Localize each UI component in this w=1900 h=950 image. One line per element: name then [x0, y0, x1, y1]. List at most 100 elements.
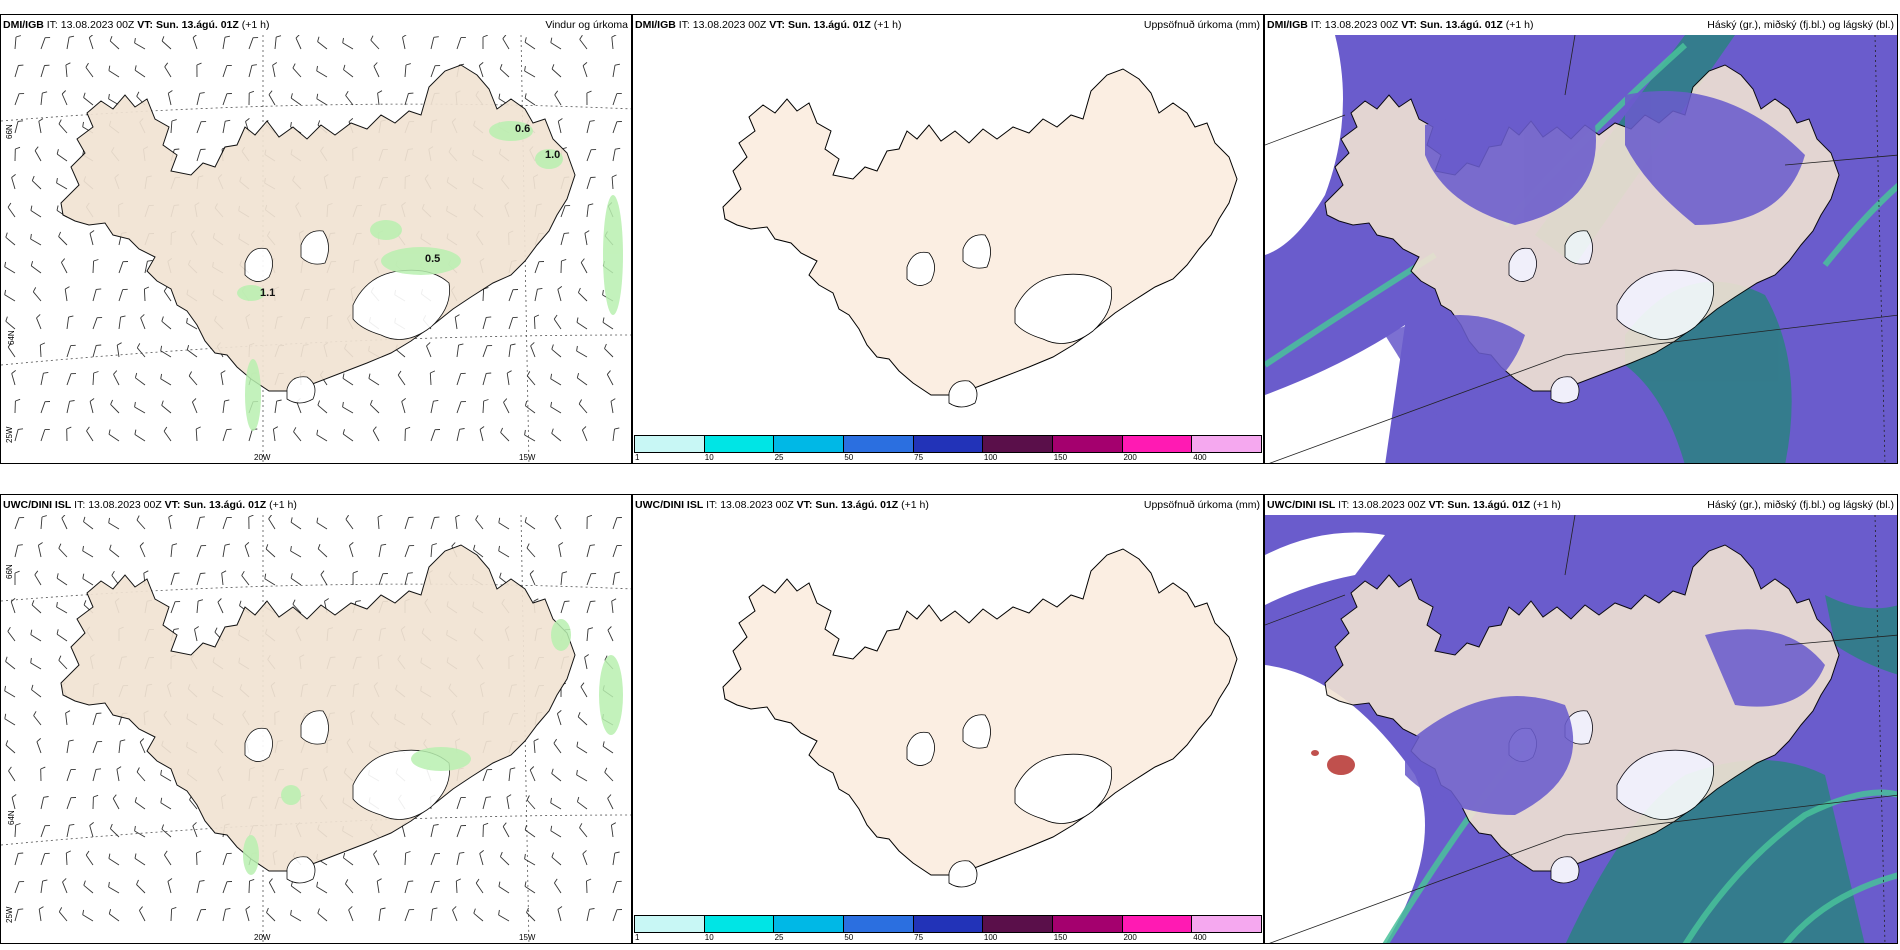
wind-barb [222, 909, 226, 922]
legend-tick-label: 1 [635, 453, 640, 462]
wind-barb-flag [15, 398, 21, 402]
wind-barb [196, 517, 201, 530]
wind-barb [529, 573, 536, 586]
wind-barb-flag [30, 233, 32, 240]
wind-barb-flag [168, 515, 173, 518]
wind-barb [557, 289, 562, 302]
wind-barb-flag [456, 878, 461, 882]
wind-barb [404, 545, 410, 558]
wind-barb-flag [116, 342, 122, 346]
wind-barb [482, 345, 488, 358]
wind-barb [189, 799, 198, 810]
wind-barb [30, 634, 42, 642]
wind-barb [37, 545, 42, 558]
wind-barb [7, 206, 16, 218]
wind-barb [558, 545, 562, 558]
wind-barb-flag [500, 427, 504, 433]
wind-barb [586, 880, 588, 894]
wind-barb-flag [604, 655, 608, 661]
wind-barb-flag [614, 571, 620, 574]
wind-barb-flag [161, 36, 165, 42]
wind-barb-flag [499, 851, 503, 857]
model-name: UWC/DINI ISL [635, 499, 704, 511]
wind-barb-flag [164, 850, 168, 856]
wind-barb [188, 375, 198, 386]
wind-barb-flag [611, 598, 617, 602]
glacier [1508, 247, 1537, 282]
wind-barb [578, 292, 588, 302]
wind-barb [317, 404, 328, 414]
low-cloud-streak [1782, 872, 1897, 943]
wind-barb [58, 123, 68, 134]
wind-barb-flag [345, 90, 349, 96]
legend-tick-label: 200 [1123, 453, 1137, 462]
wind-barb [602, 322, 614, 330]
wind-barb [377, 93, 380, 106]
wind-barb [118, 317, 122, 330]
wind-barb-flag [66, 850, 71, 854]
accum-precip-map [722, 548, 1238, 888]
wind-barb-flag [11, 174, 16, 178]
wind-barb-flag [524, 400, 528, 406]
wind-barb-flag [4, 261, 7, 267]
wind-barb-flag [14, 570, 20, 574]
wind-barb [482, 769, 488, 782]
wind-barb [586, 545, 591, 558]
wind-barb [342, 406, 354, 414]
wind-barb-flag [264, 573, 267, 579]
wind-barb-flag [4, 685, 6, 691]
wind-barb [530, 345, 536, 358]
wind-barb-flag [498, 517, 501, 523]
wind-barb [553, 318, 562, 330]
wind-barb [89, 233, 94, 246]
wind-barb-flag [109, 823, 113, 829]
wind-barb [482, 373, 487, 386]
projection-line [1564, 35, 1576, 96]
wind-barb-flag [524, 429, 526, 436]
wind-barb [430, 909, 434, 922]
field-name: Vindur og úrkoma [545, 19, 628, 31]
wind-barb [217, 601, 224, 614]
wind-barb [14, 909, 19, 922]
projection-line [1265, 114, 1346, 146]
glacier [286, 376, 316, 404]
wind-barb [66, 345, 72, 358]
wind-barb-flag [33, 711, 37, 716]
projection-line [1564, 515, 1576, 576]
legend-tick-label: 25 [774, 933, 784, 942]
mid-cloud-band [1825, 595, 1897, 675]
wind-barb-flag [144, 286, 150, 290]
wind-barb [550, 378, 562, 386]
precip-patch [370, 220, 402, 240]
wind-barb [92, 289, 97, 302]
wind-barb-flag [56, 178, 58, 184]
wind-barb [317, 41, 328, 50]
wind-barb-flag [479, 850, 484, 854]
wind-barb-flag [533, 598, 539, 602]
wind-barb [551, 856, 562, 866]
wind-barb [220, 373, 224, 386]
wind-barb [134, 69, 146, 78]
wind-barb [160, 378, 172, 386]
wind-barb-flag [134, 372, 138, 378]
legend-tick-label: 50 [844, 933, 854, 942]
wind-barb-flag [245, 118, 250, 122]
field-name: Háský (gr.), miðský (fj.bl.) og lágský (… [1707, 499, 1894, 511]
wind-barb-flag [65, 62, 71, 66]
wind-barb-flag [602, 289, 604, 296]
wind-barb-flag [355, 600, 361, 602]
glacier [1550, 376, 1580, 404]
wind-barb [139, 741, 146, 754]
wind-barb [36, 317, 42, 330]
wind-barb-flag [30, 205, 33, 211]
wind-barb [144, 261, 148, 274]
precip-patch [237, 285, 265, 301]
wind-barb-flag [168, 90, 173, 94]
wind-barb [316, 522, 328, 530]
wind-barb [135, 377, 146, 386]
wind-barb [222, 429, 228, 442]
wind-barb [109, 40, 120, 50]
precip-patch [603, 195, 623, 315]
legend-tick-label: 1 [635, 933, 640, 942]
glacier [1014, 753, 1112, 824]
